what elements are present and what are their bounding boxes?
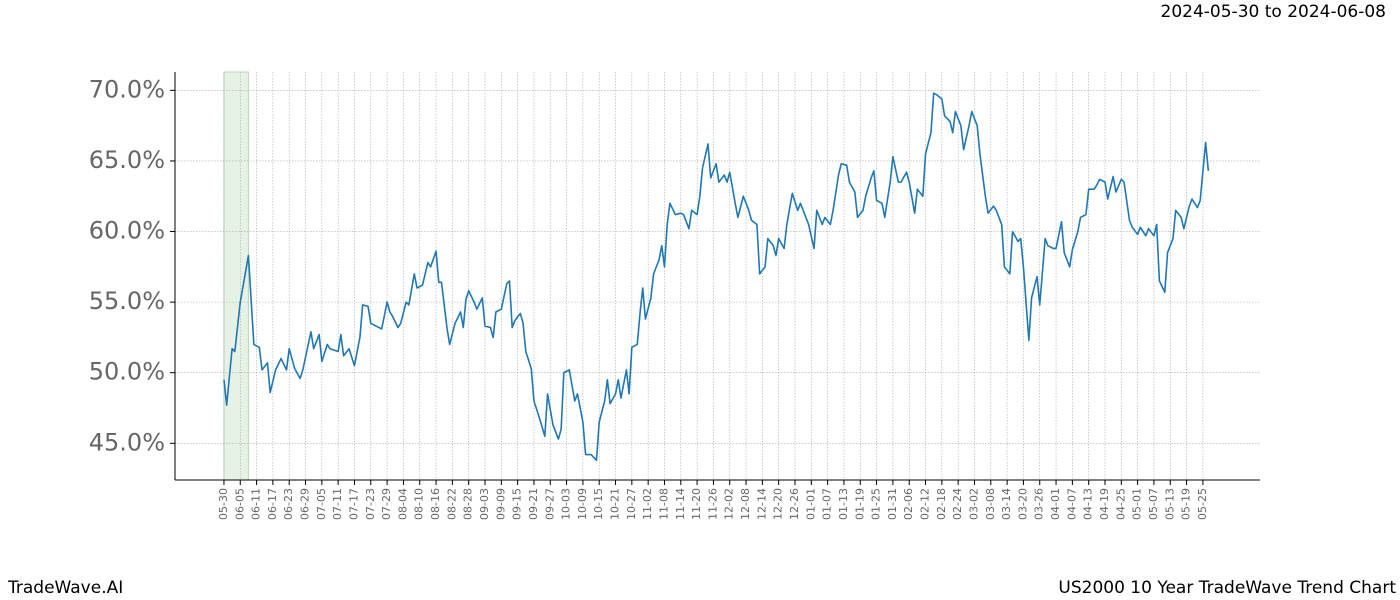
x-tick-label: 12-26	[788, 488, 801, 520]
x-tick-label: 07-17	[347, 488, 360, 520]
y-tick-label: 55.0%	[89, 287, 165, 315]
x-tick-label: 01-31	[886, 488, 899, 520]
x-tick-label: 12-14	[755, 488, 768, 520]
y-tick-label: 45.0%	[89, 428, 165, 456]
x-tick-label: 11-20	[690, 488, 703, 520]
footer-left: TradeWave.AI	[7, 578, 123, 598]
x-tick-label: 06-23	[282, 488, 295, 520]
x-tick-label: 11-02	[641, 488, 654, 520]
x-tick-label: 07-29	[380, 488, 393, 520]
x-tick-label: 03-02	[967, 488, 980, 520]
x-tick-label: 06-11	[250, 488, 263, 520]
x-tick-label: 10-03	[560, 488, 573, 520]
x-tick-label: 12-02	[723, 488, 736, 520]
x-tick-label: 06-29	[299, 488, 312, 520]
x-tick-label: 03-08	[984, 488, 997, 520]
x-tick-label: 08-22	[445, 488, 458, 520]
x-tick-label: 05-07	[1147, 488, 1160, 520]
x-tick-label: 05-19	[1180, 488, 1193, 520]
x-tick-label: 06-17	[266, 488, 279, 520]
x-tick-label: 10-09	[576, 488, 589, 520]
y-tick-label: 70.0%	[89, 75, 165, 103]
x-tick-label: 02-12	[919, 488, 932, 520]
x-tick-label: 01-13	[837, 488, 850, 520]
x-tick-label: 01-07	[821, 488, 834, 520]
x-tick-label: 12-08	[739, 488, 752, 520]
x-tick-label: 08-04	[396, 488, 409, 520]
x-tick-label: 03-14	[1000, 488, 1013, 520]
x-tick-label: 01-25	[870, 488, 883, 520]
x-tick-label: 04-25	[1114, 488, 1127, 520]
x-tick-label: 01-01	[804, 488, 817, 520]
y-tick-label: 50.0%	[89, 358, 165, 386]
x-tick-label: 07-11	[331, 488, 344, 520]
x-tick-label: 10-21	[609, 488, 622, 520]
x-tick-label: 06-05	[233, 488, 246, 520]
x-tick-label: 12-20	[772, 488, 785, 520]
x-tick-label: 11-14	[674, 488, 687, 520]
y-tick-label: 60.0%	[89, 217, 165, 245]
data-line	[223, 92, 1210, 462]
x-tick-label: 04-19	[1098, 488, 1111, 520]
x-tick-label: 03-20	[1016, 488, 1029, 520]
x-tick-label: 09-09	[494, 488, 507, 520]
x-tick-label: 09-03	[478, 488, 491, 520]
x-tick-label: 05-25	[1196, 488, 1209, 520]
x-tick-label: 05-30	[217, 488, 230, 520]
x-tick-label: 07-23	[364, 488, 377, 520]
y-tick-label: 65.0%	[89, 146, 165, 174]
x-tick-label: 11-26	[706, 488, 719, 520]
x-tick-label: 04-07	[1065, 488, 1078, 520]
x-tick-label: 02-06	[902, 488, 915, 520]
x-tick-label: 10-15	[592, 488, 605, 520]
x-tick-label: 08-10	[413, 488, 426, 520]
x-tick-label: 02-18	[935, 488, 948, 520]
footer-right: US2000 10 Year TradeWave Trend Chart	[1058, 578, 1396, 598]
x-tick-label: 04-01	[1049, 488, 1062, 520]
x-tick-label: 09-27	[543, 488, 556, 520]
x-tick-label: 11-08	[657, 488, 670, 520]
x-tick-label: 02-24	[951, 488, 964, 520]
x-tick-label: 05-13	[1163, 488, 1176, 520]
x-tick-label: 04-13	[1082, 488, 1095, 520]
x-tick-label: 09-21	[527, 488, 540, 520]
x-tick-label: 05-01	[1131, 488, 1144, 520]
x-tick-label: 10-27	[625, 488, 638, 520]
x-tick-label: 07-05	[315, 488, 328, 520]
x-tick-label: 09-15	[511, 488, 524, 520]
x-tick-label: 03-26	[1033, 488, 1046, 520]
x-tick-label: 08-28	[462, 488, 475, 520]
x-tick-label: 08-16	[429, 488, 442, 520]
x-tick-label: 01-19	[853, 488, 866, 520]
chart-subtitle: 2024-05-30 to 2024-06-08	[1161, 2, 1386, 22]
